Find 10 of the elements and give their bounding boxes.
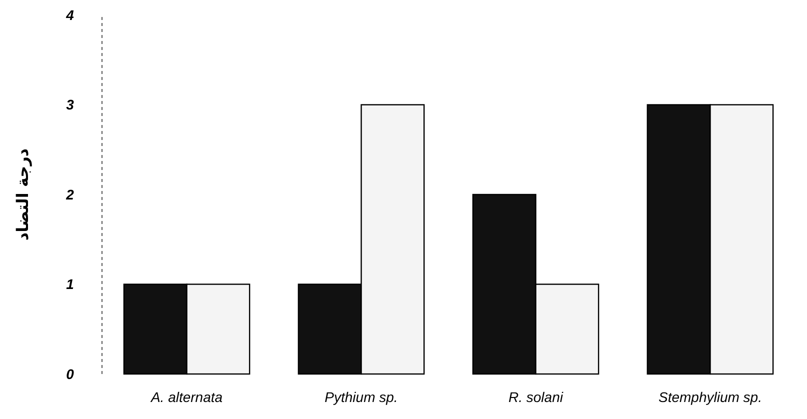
y-axis-title: درجة التضاد (13, 148, 32, 241)
y-tick-label: 4 (65, 6, 74, 23)
y-tick-label: 2 (65, 186, 74, 202)
y-tick-label: 1 (66, 276, 74, 292)
x-tick-label: Pythium sp. (324, 389, 398, 405)
x-tick-label: A. alternata (150, 389, 223, 405)
y-tick-label: 0 (66, 366, 74, 382)
x-tick-label: R. solani (508, 389, 564, 405)
y-tick-label: 3 (66, 96, 74, 113)
x-tick-label: Stemphylium sp. (658, 389, 762, 405)
